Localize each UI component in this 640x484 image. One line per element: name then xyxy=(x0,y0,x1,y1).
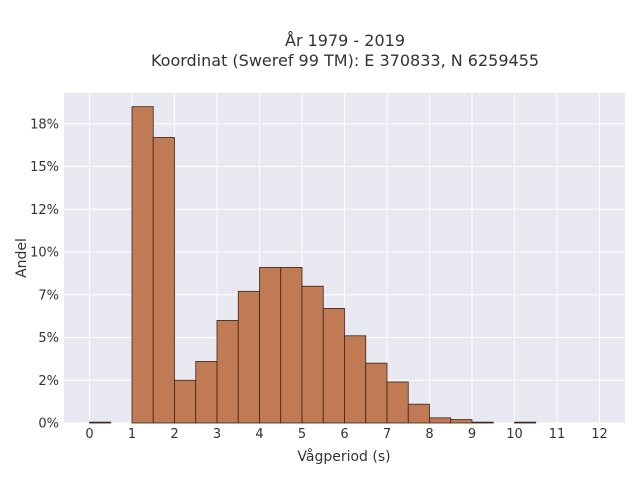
chart-subtitle: Koordinat (Sweref 99 TM): E 370833, N 62… xyxy=(151,51,539,70)
x-tick-labels: 0 1 2 3 4 5 6 7 8 9 10 11 12 xyxy=(85,427,607,442)
histogram-bars xyxy=(89,106,537,424)
x-tick-label: 12 xyxy=(591,427,608,442)
x-axis-label: Vågperiod (s) xyxy=(297,448,390,465)
x-tick-label: 10 xyxy=(506,427,523,442)
histogram-bar xyxy=(216,320,239,424)
histogram-bar xyxy=(471,421,494,424)
histogram-bar xyxy=(322,308,345,424)
y-tick-label: 0% xyxy=(38,417,59,432)
x-tick-label: 2 xyxy=(170,427,178,442)
histogram-bar xyxy=(195,361,218,424)
chart-title: År 1979 - 2019 xyxy=(285,31,405,50)
histogram-bar xyxy=(301,285,324,424)
histogram-bar xyxy=(450,419,473,424)
histogram-bar xyxy=(344,335,367,424)
histogram-bar xyxy=(237,290,260,424)
histogram-bar xyxy=(259,267,282,424)
y-tick-label: 15% xyxy=(30,160,59,175)
histogram-bar xyxy=(89,421,112,424)
x-tick-label: 11 xyxy=(549,427,566,442)
x-tick-label: 8 xyxy=(425,427,433,442)
histogram-bar xyxy=(365,362,388,424)
x-tick-label: 0 xyxy=(85,427,93,442)
y-tick-label: 18% xyxy=(30,117,59,132)
x-tick-label: 3 xyxy=(213,427,221,442)
x-tick-label: 4 xyxy=(255,427,263,442)
y-axis-label: Andel xyxy=(14,238,30,278)
histogram-bar xyxy=(280,267,303,424)
y-tick-label: 7% xyxy=(38,288,59,303)
y-tick-label: 2% xyxy=(38,374,59,389)
x-tick-label: 9 xyxy=(468,427,476,442)
histogram-bar xyxy=(407,403,430,424)
histogram-bar xyxy=(131,106,154,424)
y-tick-label: 5% xyxy=(38,331,59,346)
y-tick-label: 12% xyxy=(30,203,59,218)
x-tick-label: 7 xyxy=(383,427,391,442)
histogram-bar xyxy=(429,417,452,424)
x-tick-label: 6 xyxy=(340,427,348,442)
histogram-bar xyxy=(386,381,409,424)
histogram-bar xyxy=(152,137,175,424)
x-tick-label: 1 xyxy=(128,427,136,442)
y-tick-label: 10% xyxy=(30,246,59,261)
x-tick-label: 5 xyxy=(298,427,306,442)
histogram-bar xyxy=(174,379,197,424)
histogram-bar xyxy=(514,421,537,424)
y-tick-labels: 0% 2% 5% 7% 10% 12% 15% 18% xyxy=(30,117,59,431)
